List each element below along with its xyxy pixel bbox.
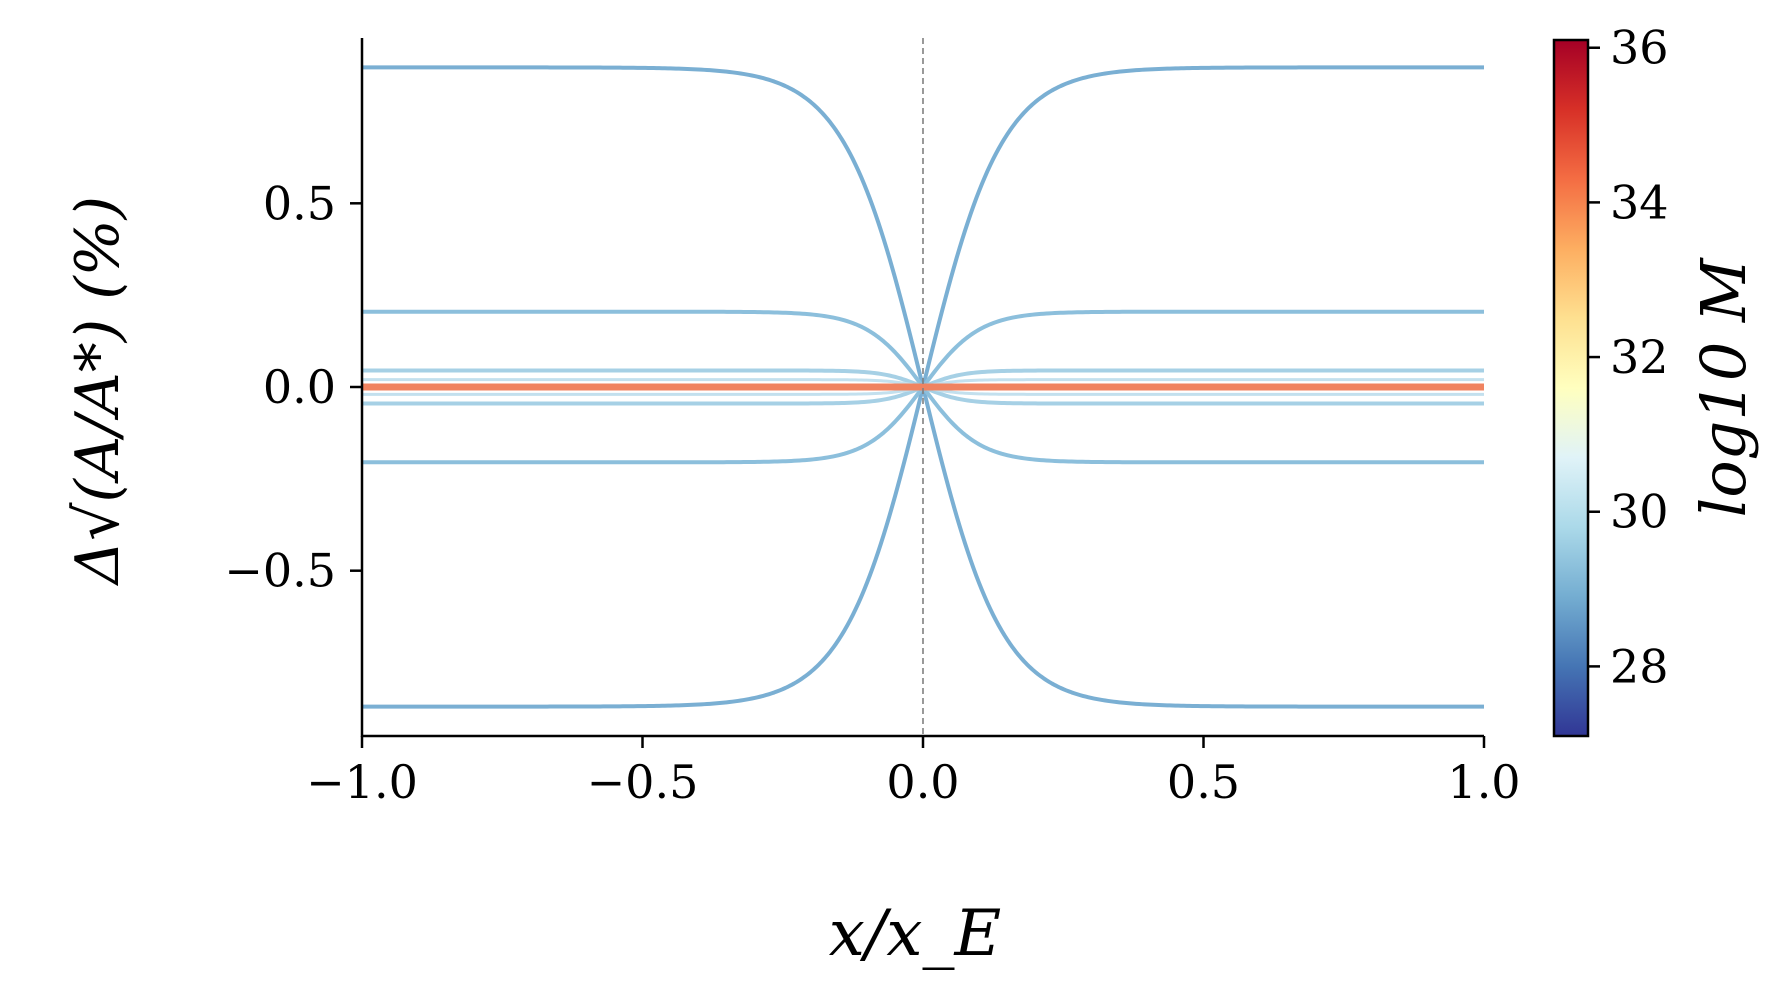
- colorbar-tick-label: 32: [1610, 330, 1669, 384]
- colorbar: [1552, 38, 1590, 738]
- colorbar-tick-label: 34: [1610, 175, 1669, 229]
- x-tick-label: 0.0: [886, 755, 959, 809]
- colorbar-tick-label: 36: [1610, 21, 1669, 75]
- y-tick-label: −0.5: [224, 544, 336, 598]
- colorbar-ticks: 28 30 32 34 36: [1588, 21, 1669, 693]
- x-axis-label: x/x_E: [829, 897, 1001, 971]
- x-axis-ticks: −1.0 −0.5 0.0 0.5 1.0: [306, 736, 1521, 809]
- colorbar-tick-label: 30: [1610, 485, 1669, 539]
- colorbar-label: log10 M: [1687, 257, 1760, 517]
- colorbar-tick-label: 28: [1610, 639, 1669, 693]
- y-tick-label: 0.5: [263, 176, 336, 230]
- series-lines: [362, 65, 1484, 709]
- x-tick-label: 1.0: [1447, 755, 1520, 809]
- y-tick-label: 0.0: [263, 360, 336, 414]
- x-tick-label: 0.5: [1167, 755, 1240, 809]
- x-tick-label: −1.0: [306, 755, 418, 809]
- y-axis-ticks: −0.5 0.0 0.5: [224, 176, 362, 598]
- x-tick-label: −0.5: [587, 755, 699, 809]
- y-axis-label: Δ√(A/A*) (%): [63, 196, 133, 586]
